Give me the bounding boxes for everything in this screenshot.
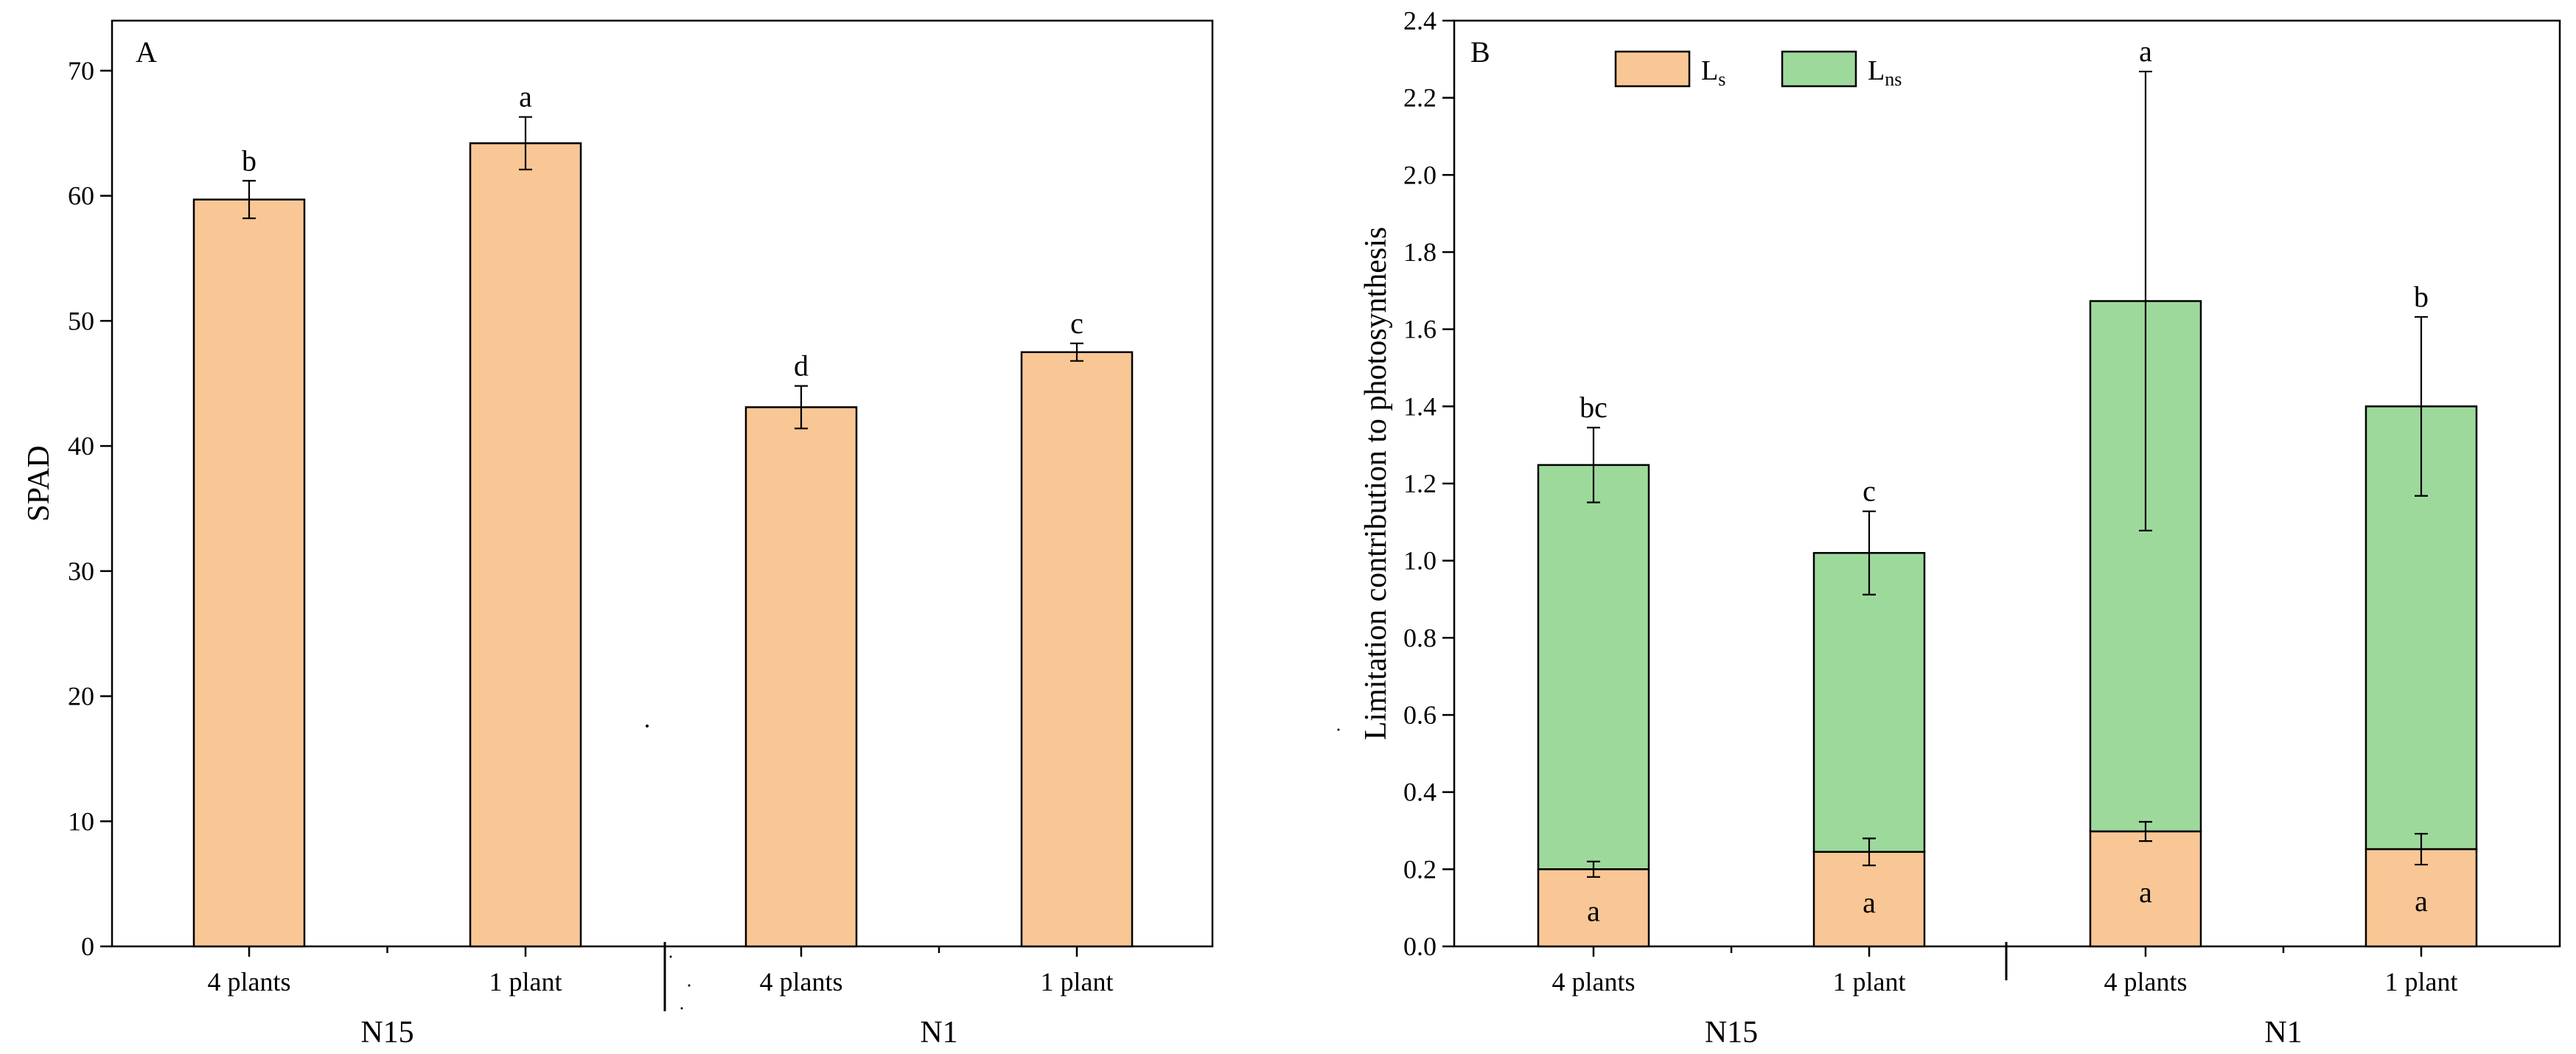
- significance-letter-total: a: [2139, 35, 2152, 68]
- legend-label-ls-main: L: [1701, 55, 1718, 86]
- x-tick-label: 1 plant: [1833, 967, 1906, 997]
- significance-letter-ls: a: [2139, 876, 2152, 909]
- legend-label-lns-main: L: [1868, 55, 1885, 86]
- bar: [1020, 351, 1134, 948]
- significance-letter: c: [1070, 307, 1083, 340]
- y-tick-label: 0.0: [1403, 932, 1437, 961]
- panel-b-legend: Ls Lns: [1614, 50, 1902, 90]
- error-bar-total: [2415, 315, 2428, 497]
- x-tick-label: 4 plants: [1552, 967, 1636, 997]
- significance-letter-total: b: [2414, 280, 2429, 313]
- significance-letter: b: [242, 144, 256, 177]
- error-bar-ls: [1587, 860, 1600, 878]
- panel-a-y-axis-title: SPAD: [22, 445, 56, 522]
- y-tick-label: 60: [68, 181, 94, 211]
- panel-a-bars: b a d c: [192, 80, 1134, 948]
- bar: [469, 142, 582, 948]
- error-bar-total: [1863, 510, 1876, 596]
- speck: [646, 725, 649, 727]
- significance-letter-ls: a: [1587, 895, 1600, 928]
- panel-b-x-axis: 4 plants 1 plant 4 plants 1 plant: [1552, 946, 2458, 997]
- significance-letter-total: bc: [1580, 391, 1608, 424]
- error-bar: [519, 116, 532, 171]
- panel-b-group-labels: N15 N1: [1705, 1016, 2303, 1050]
- x-tick-label: 1 plant: [2385, 967, 2458, 997]
- bar: [744, 406, 858, 948]
- panel-b: B Limitation contribution to photosynthe…: [1337, 6, 2561, 1050]
- speck: [680, 1007, 683, 1010]
- error-bar-ls: [2139, 820, 2152, 842]
- y-tick-label: 70: [68, 56, 94, 85]
- y-tick-label: 10: [68, 806, 94, 836]
- significance-letter: d: [794, 349, 809, 383]
- y-tick-label: 2.2: [1403, 83, 1437, 113]
- error-bar: [1070, 342, 1083, 362]
- group-label: N15: [360, 1016, 413, 1050]
- panel-b-bars: a bc a c a a a b: [1537, 35, 2478, 948]
- y-tick-label: 0.2: [1403, 854, 1437, 884]
- panel-a-plot-frame: [111, 19, 1214, 948]
- x-tick-label: 4 plants: [208, 967, 291, 997]
- bar: [192, 198, 306, 948]
- group-label: N1: [920, 1016, 957, 1050]
- error-bar-ls: [2415, 833, 2428, 866]
- error-bar-total: [2139, 70, 2152, 531]
- bar-lns: [1537, 464, 1650, 870]
- bar-ls: [2089, 830, 2202, 948]
- y-tick-label: 50: [68, 306, 94, 335]
- y-tick-label: 0.8: [1403, 623, 1437, 652]
- speck: [688, 984, 691, 987]
- bar-lns: [1812, 551, 1926, 854]
- y-tick-label: 40: [68, 431, 94, 461]
- panel-b-y-axis-title: Limitation contribution to photosynthesi…: [1359, 227, 1393, 740]
- significance-letter-ls: a: [1863, 886, 1876, 919]
- group-label: N15: [1705, 1016, 1758, 1050]
- y-tick-label: 0.6: [1403, 700, 1437, 730]
- significance-letter: a: [519, 80, 532, 114]
- panel-a-letter: A: [136, 35, 157, 69]
- panel-b-letter: B: [1470, 35, 1490, 69]
- y-tick-label: 1.0: [1403, 546, 1437, 576]
- x-tick-label: 4 plants: [760, 967, 843, 997]
- significance-letter-ls: a: [2415, 884, 2428, 918]
- y-tick-label: 1.8: [1403, 237, 1437, 267]
- legend-label-lns-sub: ns: [1885, 69, 1902, 90]
- legend-label-ls: Ls: [1701, 55, 1725, 90]
- y-tick-label: 1.6: [1403, 315, 1437, 344]
- panel-a: A SPAD 0 10 20 30 40 50 60 70 b a d c 4 plants 1 pl…: [22, 19, 1214, 1050]
- x-tick-label: 4 plants: [2104, 967, 2188, 997]
- y-tick-label: 1.4: [1403, 391, 1437, 421]
- x-tick-label: 1 plant: [1041, 967, 1114, 997]
- legend-swatch-ls: [1614, 50, 1691, 88]
- error-bar: [795, 385, 808, 430]
- legend-label-lns: Lns: [1868, 55, 1902, 90]
- y-tick-label: 1.2: [1403, 469, 1437, 498]
- legend-swatch-lns: [1781, 50, 1857, 88]
- bar-ls: [1812, 851, 1926, 948]
- y-tick-label: 20: [68, 682, 94, 711]
- error-bar-total: [1587, 427, 1600, 503]
- panel-b-y-axis: 0.0 0.2 0.4 0.6 0.8 1.0 1.2 1.4 1.6 1.8 2.0 2.2 2.4: [1403, 6, 1454, 961]
- panel-a-y-axis: 0 10 20 30 40 50 60 70: [68, 56, 112, 961]
- error-bar: [242, 180, 256, 220]
- error-bar-ls: [1863, 837, 1876, 867]
- y-tick-label: 2.0: [1403, 160, 1437, 189]
- significance-letter-total: c: [1863, 475, 1876, 508]
- panel-a-x-axis: 4 plants 1 plant 4 plants 1 plant: [208, 946, 1114, 997]
- y-tick-label: 0: [81, 932, 94, 961]
- legend-label-ls-sub: s: [1718, 69, 1725, 90]
- speck: [1337, 728, 1340, 731]
- speck: [669, 955, 672, 958]
- y-tick-label: 30: [68, 556, 94, 586]
- y-tick-label: 0.4: [1403, 778, 1437, 807]
- group-label: N1: [2264, 1016, 2302, 1050]
- x-tick-label: 1 plant: [489, 967, 562, 997]
- y-tick-label: 2.4: [1403, 6, 1437, 35]
- panel-a-group-labels: N15 N1: [360, 1016, 957, 1050]
